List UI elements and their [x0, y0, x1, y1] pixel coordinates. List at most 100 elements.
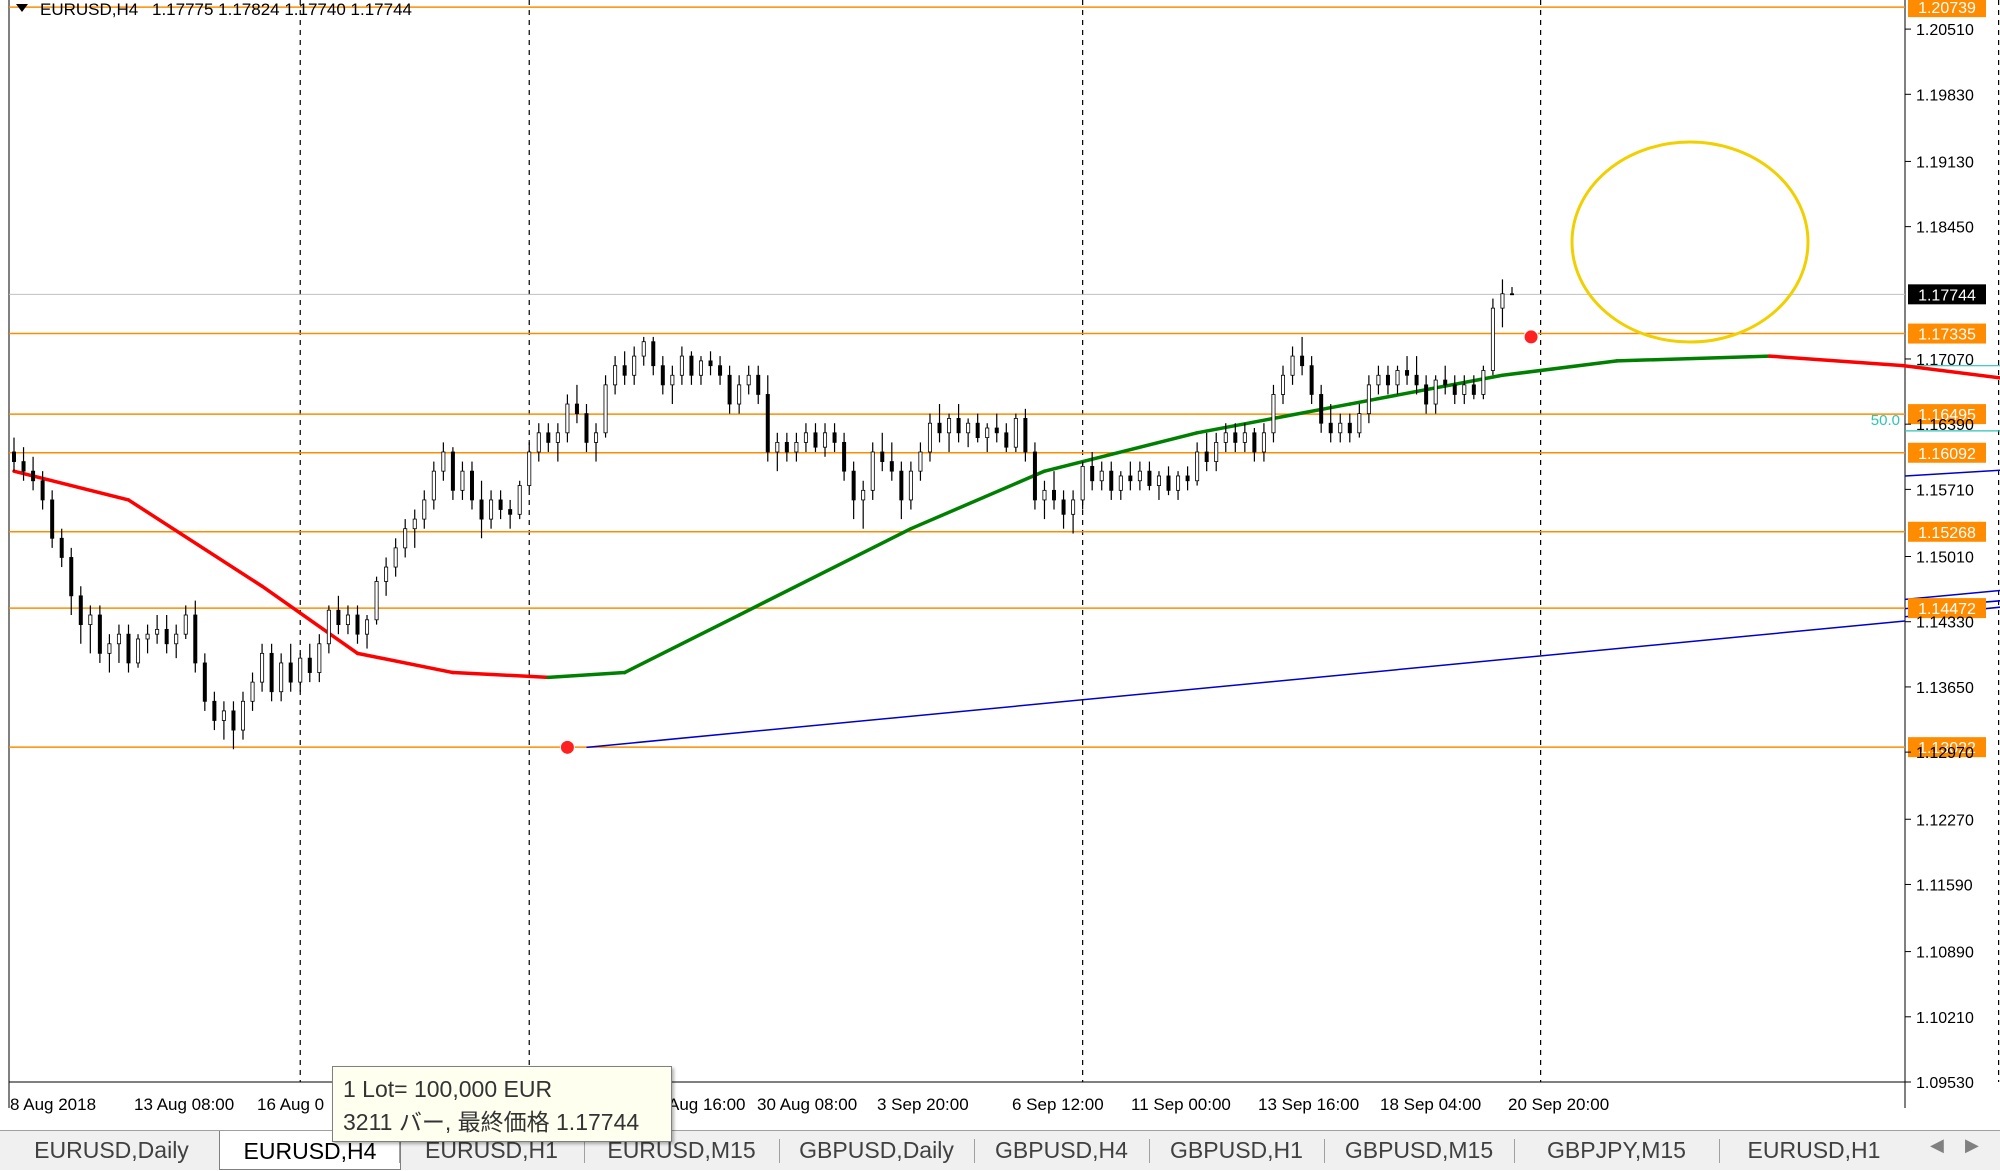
- highlight-ellipse: [1570, 140, 1810, 344]
- level-price-box: [1908, 323, 1986, 344]
- candle-body: [69, 557, 74, 597]
- candle-body: [594, 432, 599, 443]
- candle-body: [40, 480, 45, 501]
- candle-body: [1023, 418, 1028, 453]
- tab-gbpusd-h4[interactable]: GBPUSD,H4: [995, 1137, 1128, 1163]
- time-tick-label: Aug 16:00: [668, 1095, 746, 1114]
- candle-body: [1414, 374, 1419, 386]
- candle-body: [31, 470, 36, 482]
- tab-eurusd-daily[interactable]: EURUSD,Daily: [34, 1137, 189, 1163]
- level-price-label: 1.15268: [1918, 525, 1976, 542]
- candle-body: [250, 681, 255, 702]
- time-tick-label: 20 Sep 20:00: [1508, 1095, 1609, 1114]
- candle-body: [927, 422, 932, 453]
- candle-body: [947, 418, 952, 434]
- trendline-upper: [1904, 469, 2000, 477]
- candle-body: [956, 418, 961, 434]
- candle-body: [889, 461, 894, 472]
- candle-body: [97, 614, 102, 654]
- ma-segment: [546, 670, 627, 680]
- tab-gbpusd-m15[interactable]: GBPUSD,M15: [1344, 1137, 1494, 1163]
- candle-body: [603, 384, 608, 434]
- price-tick-label: 1.12270: [1916, 812, 1974, 829]
- candle-body: [1214, 441, 1219, 462]
- level-price-box: [1908, 442, 1986, 463]
- ma-segment: [260, 584, 360, 656]
- tab-eurusd-h1[interactable]: EURUSD,H1: [1747, 1137, 1881, 1163]
- price-chart[interactable]: 50.0 1.20739 1.17335 1.16495 1.16092 1.15268…: [0, 0, 2000, 1130]
- candle-body: [832, 432, 837, 443]
- level-price-box: [1908, 404, 1986, 425]
- price-tick-label: 1.17070: [1916, 352, 1974, 369]
- price-tick-label: 1.11590: [1916, 877, 1973, 894]
- dropdown-triangle-icon[interactable]: [16, 4, 28, 12]
- horizontal-levels: [9, 6, 1905, 748]
- candle-body: [269, 652, 274, 693]
- tab-separator: [1324, 1139, 1325, 1163]
- candle-body: [50, 499, 55, 539]
- ma-segment: [622, 613, 741, 675]
- candle-body: [689, 355, 694, 376]
- candle-body: [679, 355, 684, 376]
- candle-body: [279, 662, 284, 693]
- candle-body: [899, 470, 904, 501]
- candle-body: [1080, 465, 1085, 501]
- candle-body: [727, 374, 732, 405]
- candle-body: [918, 451, 923, 472]
- level-price-box: [1908, 0, 1986, 18]
- fibonacci-lines: 50.0: [1871, 365, 2000, 432]
- candle-body: [746, 374, 751, 386]
- ma-segment: [1901, 363, 2000, 380]
- tab-gbpjpy-m15[interactable]: GBPJPY,M15: [1547, 1137, 1686, 1163]
- candle-body: [107, 643, 112, 654]
- candle-body: [1042, 489, 1047, 501]
- price-tick-label: 1.13650: [1916, 680, 1974, 697]
- candle-body: [355, 614, 360, 635]
- candle-body: [412, 518, 417, 530]
- candle-body: [813, 432, 818, 448]
- ma-segment: [1767, 354, 1905, 368]
- candle-body: [116, 633, 121, 645]
- candle-body: [202, 662, 207, 702]
- tab-separator: [584, 1139, 585, 1163]
- scroll-left-icon[interactable]: ◀: [1930, 1135, 1944, 1155]
- vertical-grid-lines: [299, 0, 2000, 1082]
- candle-body: [1281, 374, 1286, 395]
- candle-body: [1128, 475, 1133, 482]
- candle-body: [1052, 489, 1057, 501]
- current-price-box: [1908, 284, 1986, 305]
- candle-body: [489, 499, 494, 520]
- tab-separator: [1514, 1139, 1515, 1163]
- candle-body: [737, 384, 742, 405]
- candle-body: [240, 700, 245, 731]
- chart-tab-bar: ◀ ▶ EURUSD,Daily EURUSD,H4 EURUSD,H1 EURUSD…: [0, 1130, 2000, 1170]
- tab-gbpusd-h1[interactable]: GBPUSD,H1: [1170, 1137, 1303, 1163]
- candle-body: [231, 710, 236, 731]
- candle-body: [1090, 465, 1095, 482]
- candle-body: [1319, 394, 1324, 424]
- candle-body: [174, 633, 179, 645]
- ma-segment: [1042, 431, 1199, 473]
- candle-body: [1309, 365, 1314, 395]
- candle-body: [345, 614, 350, 625]
- candle-body: [613, 365, 618, 386]
- candle-body: [708, 360, 713, 367]
- level-price-label: 1.16092: [1918, 446, 1976, 463]
- candle-body: [317, 643, 322, 673]
- time-tick-label: 18 Sep 04:00: [1380, 1095, 1481, 1114]
- scroll-right-icon[interactable]: ▶: [1965, 1135, 1979, 1155]
- candle-body: [536, 432, 541, 453]
- candle-body: [1252, 432, 1257, 453]
- candle-body: [1176, 475, 1181, 491]
- candle-body: [880, 451, 885, 462]
- time-tick-label: 11 Sep 00:00: [1131, 1095, 1231, 1114]
- tab-gbpusd-daily[interactable]: GBPUSD,Daily: [799, 1137, 954, 1163]
- ma-segment: [451, 670, 551, 680]
- price-tick-label: 1.19830: [1916, 87, 1974, 104]
- price-tick-label: 1.14330: [1916, 615, 1974, 632]
- candle-body: [527, 451, 532, 486]
- time-tick-label: 13 Sep 16:00: [1258, 1095, 1359, 1114]
- candle-body: [1347, 422, 1352, 434]
- candle-body: [842, 441, 847, 472]
- ma-segment: [1500, 359, 1619, 378]
